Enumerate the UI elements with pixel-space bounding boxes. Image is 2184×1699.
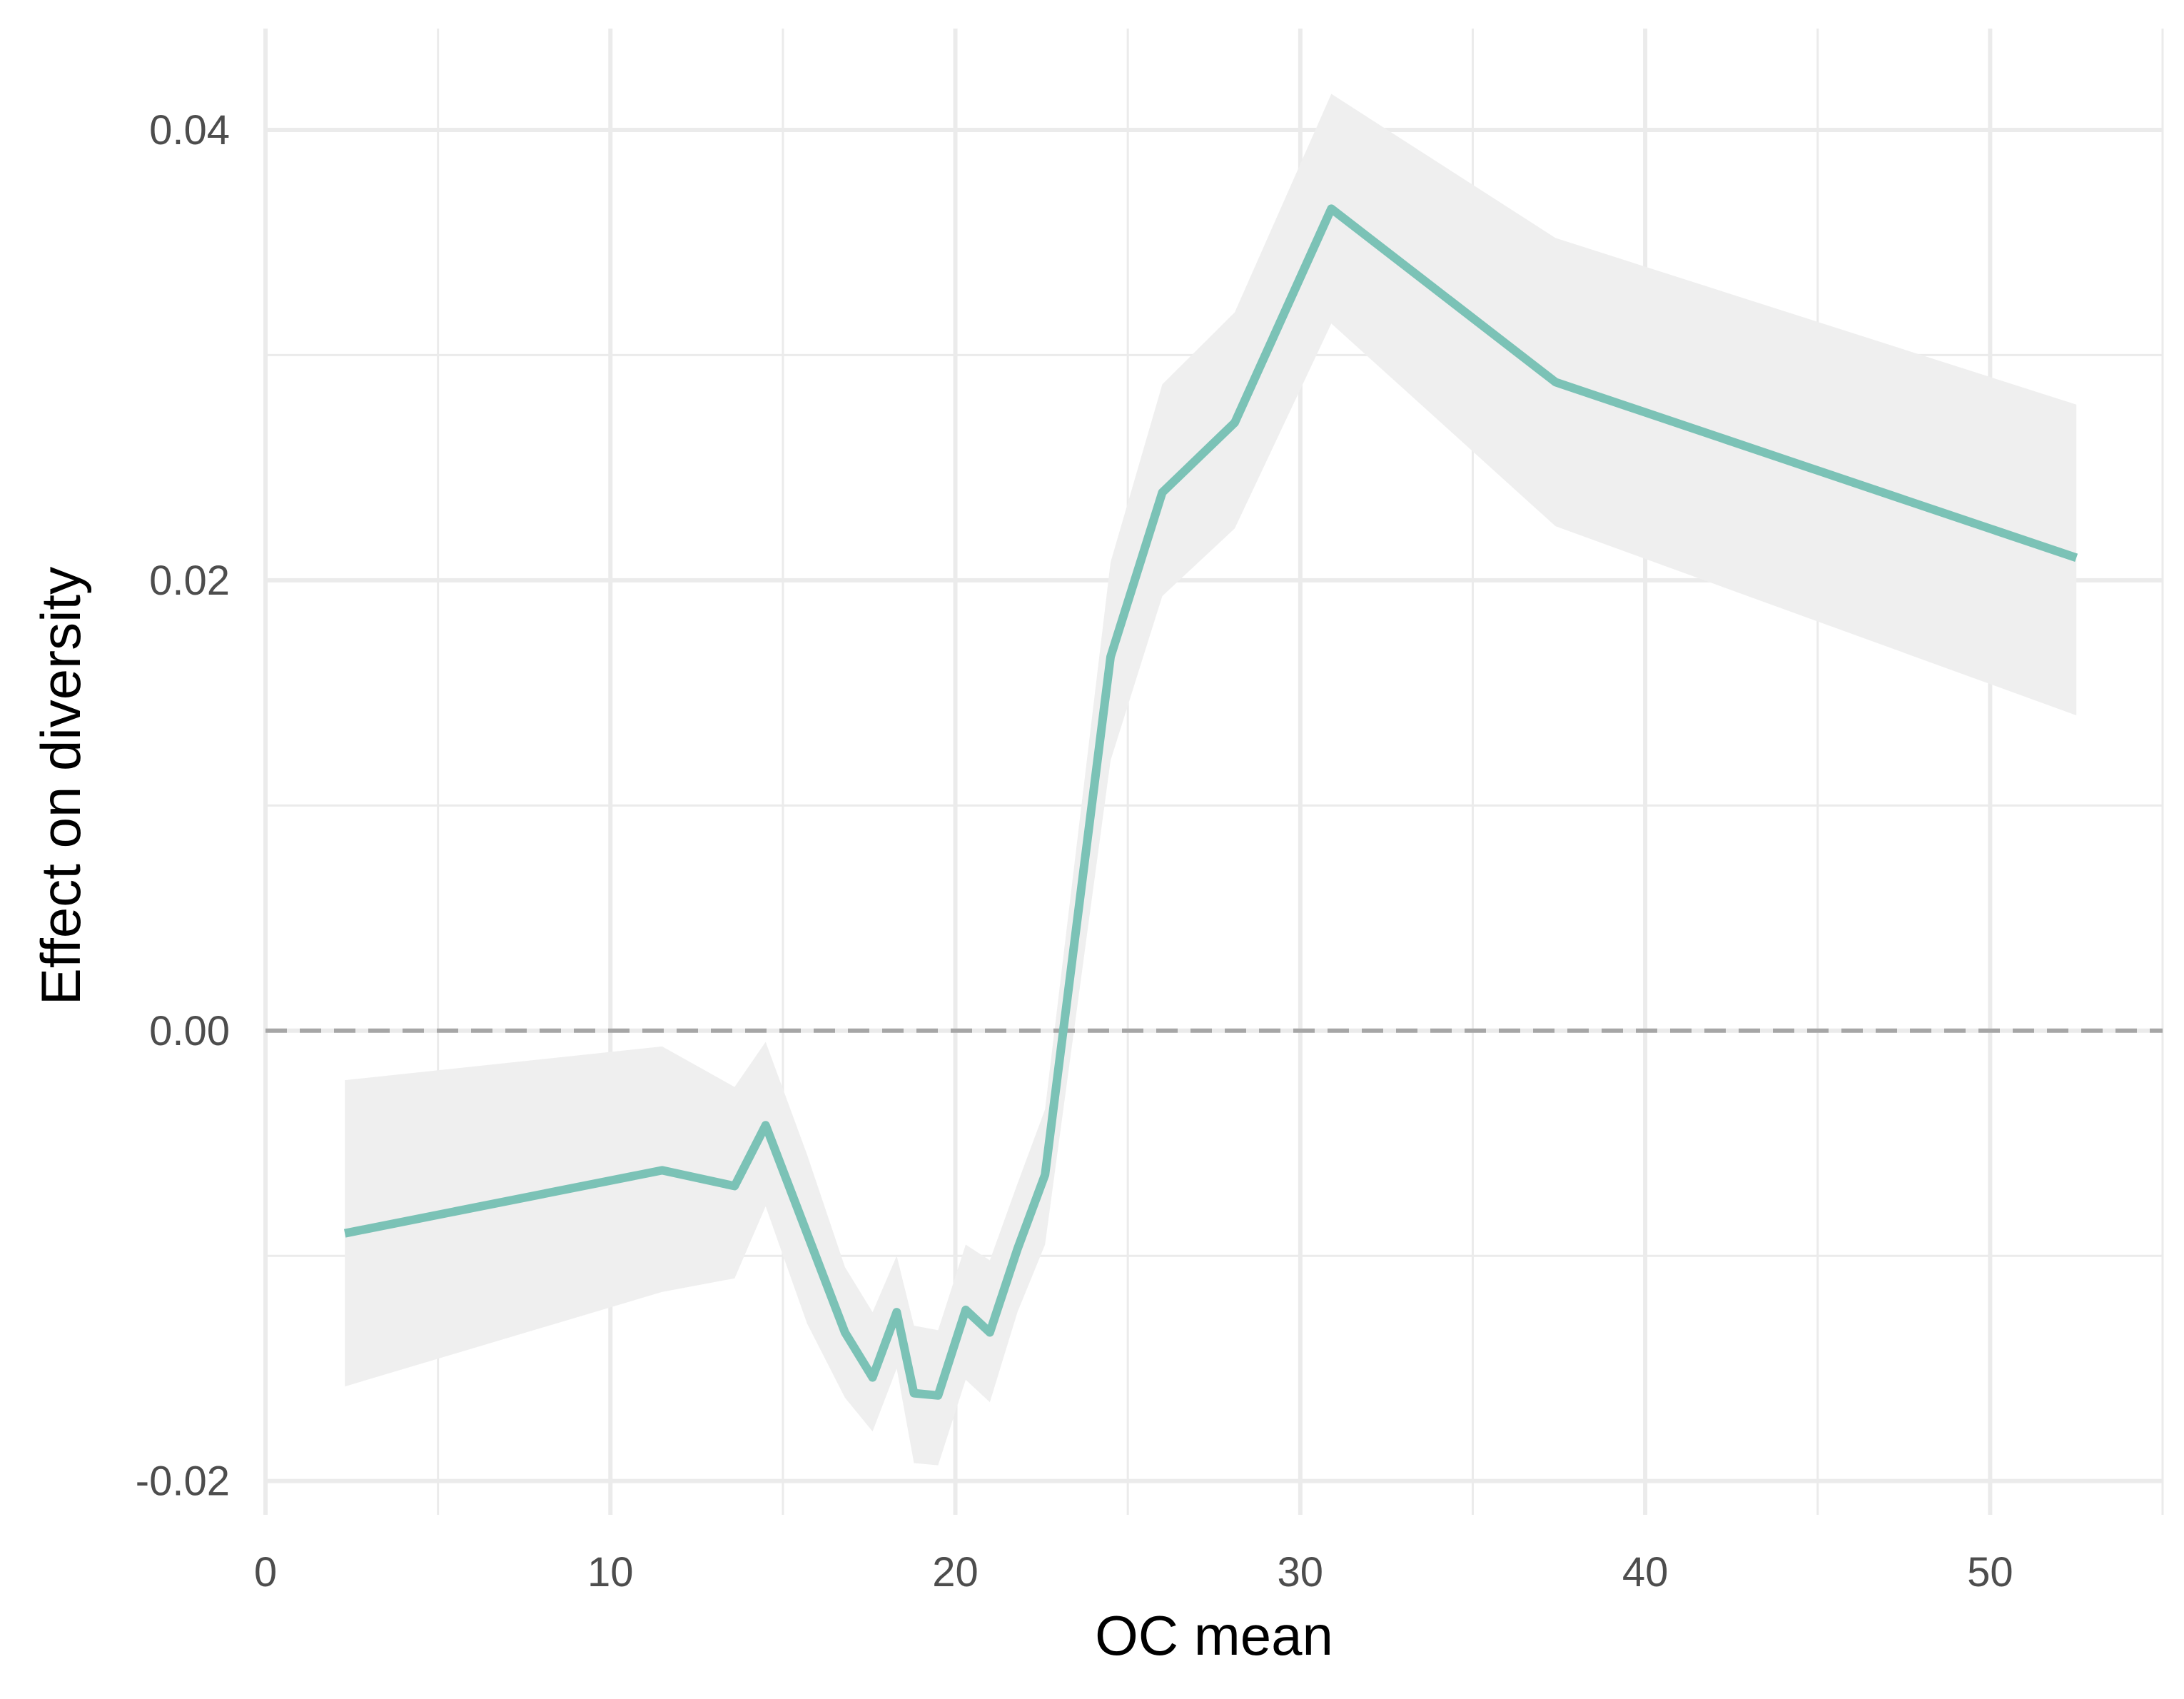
y-tick-labels: -0.02 0.00 0.02 0.04 <box>136 107 230 1505</box>
confidence-ribbon <box>345 94 2077 1466</box>
y-tick-label: 0.04 <box>149 107 230 153</box>
y-tick-label: 0.02 <box>149 558 230 604</box>
x-tick-label: 10 <box>587 1549 634 1595</box>
x-axis-title: OC mean <box>1095 1604 1333 1667</box>
x-tick-label: 0 <box>254 1549 277 1595</box>
effect-line <box>343 204 2078 1400</box>
x-tick-label: 50 <box>1967 1549 2013 1595</box>
x-tick-label: 30 <box>1278 1549 1324 1595</box>
y-tick-label: 0.00 <box>149 1008 230 1054</box>
confidence-ribbon-layer <box>345 94 2077 1466</box>
x-tick-label: 40 <box>1622 1549 1669 1595</box>
x-tick-label: 20 <box>932 1549 979 1595</box>
y-tick-label: -0.02 <box>136 1458 230 1505</box>
series-line-layer <box>343 204 2078 1400</box>
x-tick-labels: 0 10 20 30 40 50 <box>254 1549 2013 1595</box>
y-axis-title: Effect on diversity <box>29 567 92 1005</box>
